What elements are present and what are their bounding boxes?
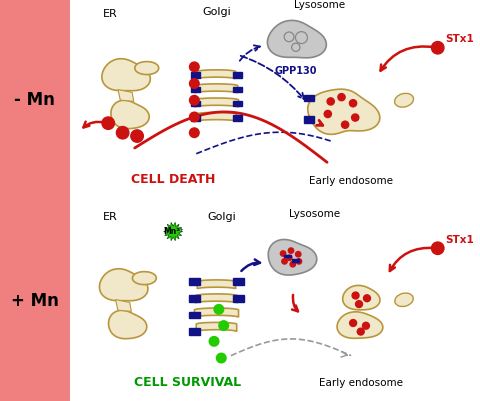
Polygon shape xyxy=(102,59,150,91)
Ellipse shape xyxy=(394,93,413,107)
Text: STx1: STx1 xyxy=(444,34,473,44)
Circle shape xyxy=(189,128,199,138)
Bar xyxy=(189,295,199,302)
Polygon shape xyxy=(197,70,235,79)
Circle shape xyxy=(216,353,226,363)
Circle shape xyxy=(363,295,370,302)
Circle shape xyxy=(102,117,114,130)
Circle shape xyxy=(357,328,363,335)
Polygon shape xyxy=(163,222,182,241)
Circle shape xyxy=(349,320,356,326)
Bar xyxy=(303,95,313,101)
Polygon shape xyxy=(196,322,236,332)
Text: ER: ER xyxy=(103,9,118,19)
Bar xyxy=(283,255,290,257)
Circle shape xyxy=(362,322,369,329)
Bar xyxy=(233,115,242,121)
Circle shape xyxy=(218,321,228,330)
Bar xyxy=(233,72,242,78)
Bar xyxy=(233,87,242,92)
Polygon shape xyxy=(132,271,156,285)
Polygon shape xyxy=(115,300,131,312)
Circle shape xyxy=(189,79,199,88)
Circle shape xyxy=(189,112,199,122)
Text: Golgi: Golgi xyxy=(202,7,230,17)
Circle shape xyxy=(280,251,285,256)
Text: ER: ER xyxy=(103,212,118,222)
Circle shape xyxy=(337,93,344,101)
Circle shape xyxy=(281,259,287,264)
Text: CELL DEATH: CELL DEATH xyxy=(131,172,215,186)
Circle shape xyxy=(326,98,334,105)
Ellipse shape xyxy=(394,293,412,306)
Text: Early endosome: Early endosome xyxy=(309,176,392,186)
Circle shape xyxy=(431,242,443,255)
Bar xyxy=(190,72,199,78)
Polygon shape xyxy=(194,308,238,317)
Polygon shape xyxy=(196,112,236,122)
Bar xyxy=(70,0,480,200)
Circle shape xyxy=(209,336,218,346)
Text: Early endosome: Early endosome xyxy=(318,378,402,388)
Polygon shape xyxy=(195,84,237,93)
Bar xyxy=(291,259,298,262)
Circle shape xyxy=(289,261,295,267)
Bar xyxy=(190,101,199,106)
Circle shape xyxy=(431,42,443,54)
Circle shape xyxy=(296,259,301,264)
Polygon shape xyxy=(194,98,238,107)
Bar xyxy=(233,278,243,285)
Text: GPP130: GPP130 xyxy=(274,66,316,76)
Text: Golgi: Golgi xyxy=(206,212,235,222)
Bar xyxy=(303,116,313,123)
Circle shape xyxy=(214,305,223,314)
Circle shape xyxy=(189,95,199,105)
Text: Mn²⁺: Mn²⁺ xyxy=(163,227,183,236)
Bar xyxy=(233,295,243,302)
Polygon shape xyxy=(111,100,149,129)
Bar xyxy=(189,278,199,285)
Polygon shape xyxy=(134,62,158,75)
Bar xyxy=(190,115,199,121)
Text: Lysosome: Lysosome xyxy=(294,0,345,10)
Bar xyxy=(190,87,199,92)
Text: - Mn: - Mn xyxy=(14,91,55,109)
Bar xyxy=(70,200,480,401)
Bar xyxy=(233,101,242,106)
Circle shape xyxy=(351,292,358,299)
Text: CELL SURVIVAL: CELL SURVIVAL xyxy=(134,377,240,389)
Text: STx1: STx1 xyxy=(444,235,473,245)
Bar xyxy=(189,312,199,318)
Polygon shape xyxy=(197,280,235,289)
Circle shape xyxy=(348,100,356,107)
Polygon shape xyxy=(108,310,146,339)
Polygon shape xyxy=(336,312,382,338)
Polygon shape xyxy=(118,89,133,101)
Circle shape xyxy=(295,251,300,257)
Bar xyxy=(189,328,199,335)
Circle shape xyxy=(116,126,129,139)
Polygon shape xyxy=(268,239,316,275)
Circle shape xyxy=(341,121,348,128)
Polygon shape xyxy=(342,286,379,310)
Circle shape xyxy=(351,114,358,121)
Polygon shape xyxy=(99,269,147,301)
Bar xyxy=(0,200,70,401)
Polygon shape xyxy=(267,20,326,58)
Polygon shape xyxy=(195,294,237,303)
Circle shape xyxy=(355,301,362,308)
Bar xyxy=(0,0,70,200)
Circle shape xyxy=(131,130,143,142)
Text: + Mn: + Mn xyxy=(11,292,59,310)
Circle shape xyxy=(324,110,331,117)
Circle shape xyxy=(288,248,293,253)
Polygon shape xyxy=(307,89,379,134)
Circle shape xyxy=(286,255,291,261)
Text: Lysosome: Lysosome xyxy=(289,209,340,219)
Circle shape xyxy=(189,62,199,72)
